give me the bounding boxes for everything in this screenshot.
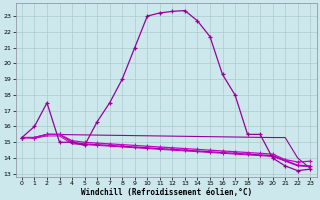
X-axis label: Windchill (Refroidissement éolien,°C): Windchill (Refroidissement éolien,°C) [81,188,252,197]
